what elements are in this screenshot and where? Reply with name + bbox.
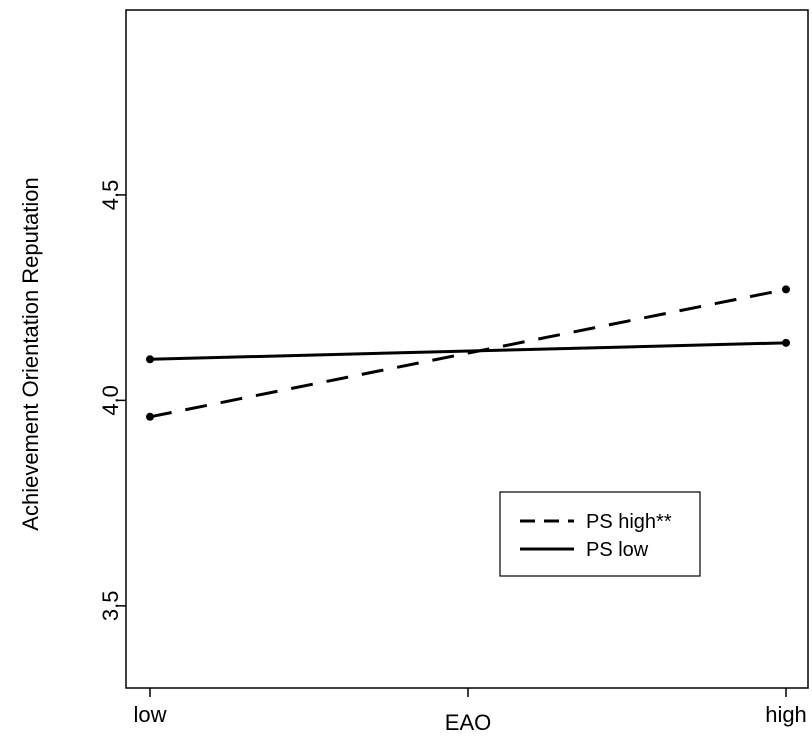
point-ps-high-high <box>782 285 790 294</box>
legend-box <box>499 491 701 577</box>
x-tick-label: high <box>765 702 807 727</box>
point-ps-low-low <box>146 355 154 364</box>
point-ps-low-high <box>782 338 790 347</box>
y-axis: 3.5 4.0 4.5 <box>98 180 126 622</box>
x-tick-label: low <box>133 702 166 727</box>
y-tick-label: 4.5 <box>98 180 123 211</box>
legend: PS high** PS low <box>499 491 701 577</box>
y-tick-label: 4.0 <box>98 385 123 416</box>
series-line-ps-low <box>149 341 787 361</box>
y-axis-title: Achievement Orientation Reputation <box>18 177 43 530</box>
y-tick-label: 3.5 <box>98 591 123 622</box>
series-line-ps-high <box>149 287 787 419</box>
legend-label-ps-high: PS high** <box>586 511 672 533</box>
x-axis-title: EAO <box>445 710 491 735</box>
x-axis: low EAO high <box>133 688 807 735</box>
legend-label-ps-low: PS low <box>586 539 649 561</box>
series-layer <box>146 285 790 421</box>
plot-frame <box>125 9 809 689</box>
point-ps-high-low <box>146 412 154 421</box>
